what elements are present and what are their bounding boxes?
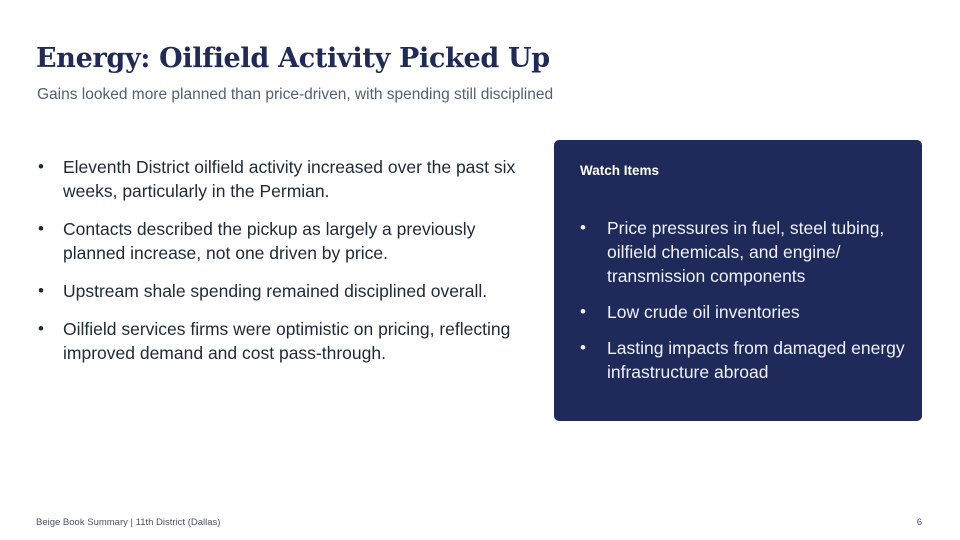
- bullet-text: Upstream shale spending remained discipl…: [63, 281, 488, 301]
- main-bullet-list: • Eleventh District oilfield activity in…: [36, 155, 526, 379]
- watch-item-text: Lasting impacts from damaged energy infr…: [607, 338, 905, 382]
- bullet-dot-icon: •: [38, 281, 44, 300]
- watch-item: • Price pressures in fuel, steel tubing,…: [578, 216, 908, 288]
- watch-items-box: Watch Items • Price pressures in fuel, s…: [554, 140, 922, 421]
- slide-subtitle: Gains looked more planned than price-dri…: [37, 86, 554, 103]
- bullet-text: Eleventh District oilfield activity incr…: [63, 157, 516, 201]
- bullet-text: Oilfield services firms were optimistic …: [63, 319, 511, 363]
- slide-title: Energy: Oilfield Activity Picked Up: [36, 43, 550, 74]
- watch-items-title: Watch Items: [580, 163, 660, 178]
- bullet-dot-icon: •: [580, 302, 586, 321]
- watch-item-text: Low crude oil inventories: [607, 302, 800, 322]
- bullet-item: • Contacts described the pickup as large…: [36, 217, 526, 265]
- bullet-item: • Oilfield services firms were optimisti…: [36, 317, 526, 365]
- bullet-dot-icon: •: [580, 338, 586, 357]
- bullet-dot-icon: •: [38, 219, 44, 238]
- bullet-text: Contacts described the pickup as largely…: [63, 219, 476, 263]
- watch-items-list: • Price pressures in fuel, steel tubing,…: [578, 216, 908, 396]
- watch-item: • Lasting impacts from damaged energy in…: [578, 336, 908, 384]
- watch-item: • Low crude oil inventories: [578, 300, 908, 324]
- bullet-item: • Upstream shale spending remained disci…: [36, 279, 526, 303]
- bullet-item: • Eleventh District oilfield activity in…: [36, 155, 526, 203]
- page-number: 6: [916, 517, 922, 528]
- bullet-dot-icon: •: [580, 218, 586, 237]
- bullet-dot-icon: •: [38, 157, 44, 176]
- watch-item-text: Price pressures in fuel, steel tubing, o…: [607, 218, 885, 286]
- footer-source: Beige Book Summary | 11th District (Dall…: [36, 517, 221, 528]
- bullet-dot-icon: •: [38, 319, 44, 338]
